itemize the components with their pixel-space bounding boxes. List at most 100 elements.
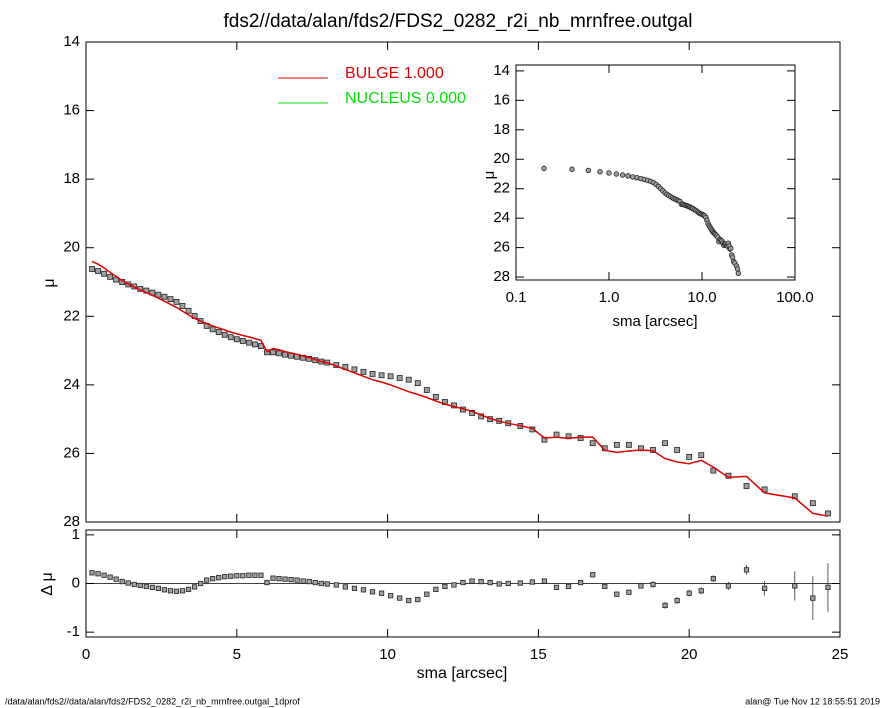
residual-point (198, 580, 204, 587)
data-point (674, 447, 681, 453)
inset-y-axis-label: μ (481, 171, 498, 180)
data-point (173, 298, 180, 305)
x-tick-label: 1.0 (599, 289, 620, 306)
data-point (209, 326, 216, 333)
residual-point (216, 575, 222, 581)
y-tick-label: 24 (63, 376, 80, 393)
residual-point (89, 570, 95, 576)
residual-point (161, 587, 168, 593)
data-point (351, 366, 358, 373)
residual-point (451, 582, 457, 588)
data-point (728, 245, 734, 252)
data-point (167, 296, 174, 303)
y-tick-label: 26 (63, 444, 80, 461)
residual-point (246, 572, 252, 578)
residual-point (228, 573, 234, 579)
residual-point (602, 583, 608, 590)
residual-point (505, 580, 511, 587)
data-point (589, 440, 596, 447)
legend-label: BULGE 1.000 (345, 65, 444, 82)
y-tick-label: 20 (63, 239, 80, 256)
residual-point (119, 578, 125, 585)
x-tick-label: 0 (82, 646, 90, 663)
y-tick-label: 16 (493, 91, 510, 108)
y-axis-label: μ (41, 278, 58, 287)
data-point (300, 354, 307, 361)
residual-point (662, 602, 668, 608)
residual-point (698, 588, 704, 594)
footer-left: /data/alan/fds2//data/alan/fds2/FDS2_028… (5, 696, 300, 706)
data-point (638, 445, 644, 452)
residual-point (252, 572, 258, 578)
data-point (710, 467, 717, 474)
residual-point (294, 577, 300, 583)
model-line (91, 260, 829, 517)
data-point (698, 452, 705, 459)
data-point (743, 483, 750, 489)
residual-point (614, 591, 620, 597)
y-tick-label: 1 (72, 526, 80, 543)
residual-point (210, 576, 216, 582)
residual-point (318, 580, 324, 587)
inset-x-axis-label: sma [arcsec] (612, 313, 697, 330)
residual-point (565, 583, 572, 590)
data-point (662, 440, 668, 447)
residual-point (351, 585, 358, 591)
x-tick-label: 10.0 (687, 289, 716, 306)
x-tick-label: 0.1 (506, 289, 527, 306)
x-tick-label: 10 (379, 646, 396, 663)
data-point (630, 174, 636, 180)
data-point (245, 339, 252, 346)
data-point (179, 303, 186, 309)
residual-point (517, 580, 523, 586)
residual-point (397, 595, 403, 601)
data-point (369, 370, 376, 377)
residual-point (578, 579, 584, 586)
residual-point (222, 574, 228, 580)
residual-point (650, 581, 656, 588)
data-point (541, 165, 547, 172)
residual-point (258, 572, 264, 578)
data-point (161, 293, 168, 300)
residual-point (388, 593, 394, 599)
residual-point (496, 581, 502, 587)
data-point (809, 500, 816, 507)
y-tick-label: 24 (493, 209, 510, 226)
residual-point (626, 589, 632, 595)
y-tick-label: 28 (63, 513, 80, 530)
data-point (396, 375, 403, 381)
data-point (585, 167, 592, 174)
plot-frame (85, 41, 841, 523)
data-point (251, 341, 258, 348)
plot-frame (515, 64, 796, 281)
data-point (686, 453, 693, 460)
data-point (360, 368, 367, 375)
data-point (239, 338, 246, 344)
residual-point (264, 579, 270, 586)
residual-point (360, 587, 367, 593)
residual-point (240, 573, 246, 579)
y-tick-label: 14 (493, 62, 510, 79)
residual-point (288, 577, 294, 583)
x-tick-label: 25 (832, 646, 849, 663)
residual-point (143, 583, 149, 590)
residual-point (710, 576, 716, 582)
residual-point (460, 579, 466, 586)
data-point (619, 172, 626, 178)
residual-point (137, 582, 143, 589)
data-point (606, 170, 612, 176)
residual-point (149, 584, 155, 590)
residual-point (179, 588, 186, 594)
residual-point (743, 567, 750, 573)
residual-y-axis-label: Δ μ (39, 572, 56, 595)
residual-point (442, 583, 448, 590)
residual-point (113, 576, 119, 582)
residual-point (306, 578, 312, 585)
residual-point (590, 572, 596, 578)
data-point (423, 387, 430, 393)
y-tick-label: 22 (493, 180, 510, 197)
chart-title: fds2//data/alan/fds2/FDS2_0282_r2i_nb_mr… (224, 11, 693, 32)
data-point (95, 268, 101, 274)
residual-point (792, 583, 798, 589)
data-point (553, 431, 560, 438)
